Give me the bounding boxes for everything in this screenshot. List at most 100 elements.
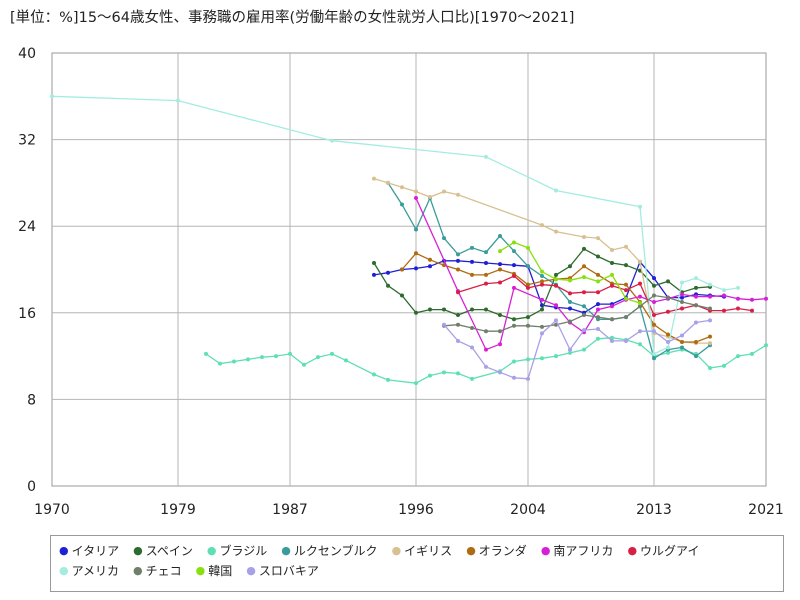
data-point — [680, 292, 684, 297]
data-point — [764, 343, 768, 348]
legend-swatch-icon: ● — [59, 563, 69, 577]
data-point — [680, 345, 684, 350]
data-point — [540, 223, 544, 228]
legend-item: ● オランダ — [466, 542, 527, 559]
y-tick-label: 8 — [27, 392, 36, 408]
data-point — [652, 329, 656, 334]
data-point — [456, 338, 460, 343]
data-point — [456, 267, 460, 272]
data-point — [652, 351, 656, 356]
legend-label: オランダ — [478, 543, 527, 558]
data-point — [582, 290, 586, 295]
data-point — [512, 249, 516, 254]
data-point — [638, 329, 642, 334]
data-point — [638, 281, 642, 286]
data-point — [680, 280, 684, 285]
data-point — [624, 263, 628, 268]
data-point — [666, 279, 670, 284]
legend-label: イギリス — [404, 543, 453, 558]
data-point — [442, 322, 446, 327]
data-point — [526, 282, 530, 287]
data-point — [722, 288, 726, 293]
data-point — [414, 196, 418, 201]
data-point — [694, 294, 698, 299]
data-point — [428, 257, 432, 262]
data-point — [204, 351, 208, 356]
data-point — [498, 329, 502, 334]
data-point — [624, 296, 628, 301]
data-point — [526, 376, 530, 381]
data-point — [624, 338, 628, 343]
data-point — [316, 355, 320, 360]
data-point — [694, 354, 698, 359]
data-point — [652, 283, 656, 288]
data-point — [372, 261, 376, 266]
data-point — [694, 285, 698, 290]
data-point — [302, 362, 306, 367]
data-point — [554, 277, 558, 282]
data-point — [498, 370, 502, 375]
legend-label: チェコ — [145, 563, 182, 578]
data-point — [470, 245, 474, 250]
data-point — [512, 317, 516, 322]
data-point — [624, 315, 628, 320]
data-point — [680, 333, 684, 338]
data-point — [400, 185, 404, 190]
x-tick-label: 2013 — [636, 502, 672, 518]
series-line — [205, 337, 767, 384]
x-tick-label: 1979 — [160, 502, 196, 518]
y-tick-label: 24 — [18, 219, 36, 235]
data-point — [232, 359, 236, 364]
data-point — [414, 310, 418, 315]
data-point — [540, 297, 544, 302]
data-point — [694, 320, 698, 325]
y-tick-label: 40 — [18, 46, 36, 62]
data-point — [666, 350, 670, 355]
legend-item: ● 韓国 — [196, 562, 233, 579]
data-point — [596, 302, 600, 307]
data-point — [442, 263, 446, 268]
data-point — [484, 272, 488, 277]
data-point — [470, 259, 474, 264]
data-point — [512, 273, 516, 278]
series-line — [443, 294, 711, 332]
data-point — [568, 319, 572, 324]
legend-label: スロバキア — [258, 563, 319, 578]
data-point — [540, 273, 544, 278]
data-point — [554, 283, 558, 288]
data-point — [568, 264, 572, 269]
data-point — [414, 189, 418, 194]
series-8 — [456, 273, 754, 317]
data-point — [484, 347, 488, 352]
data-point — [414, 381, 418, 386]
data-point — [750, 351, 754, 356]
data-point — [428, 373, 432, 378]
legend-item: ● ウルグアイ — [627, 542, 699, 559]
data-point — [344, 358, 348, 363]
data-point — [442, 236, 446, 241]
x-tick-label: 1987 — [272, 502, 308, 518]
data-point — [638, 342, 642, 347]
data-point — [498, 342, 502, 347]
data-point — [540, 331, 544, 336]
data-point — [652, 356, 656, 361]
y-tick-label: 16 — [18, 306, 36, 322]
data-point — [372, 272, 376, 277]
data-point — [526, 264, 530, 269]
data-point — [568, 306, 572, 311]
data-point — [554, 188, 558, 193]
data-point — [568, 299, 572, 304]
data-point — [456, 252, 460, 257]
data-point — [694, 276, 698, 281]
data-point — [400, 267, 404, 272]
data-point — [554, 303, 558, 308]
legend-item: ● スロバキア — [246, 562, 319, 579]
data-point — [582, 347, 586, 352]
data-point — [484, 329, 488, 334]
data-point — [554, 229, 558, 234]
data-point — [568, 350, 572, 355]
data-point — [540, 269, 544, 274]
data-point — [596, 254, 600, 259]
legend-label: アメリカ — [71, 563, 120, 578]
